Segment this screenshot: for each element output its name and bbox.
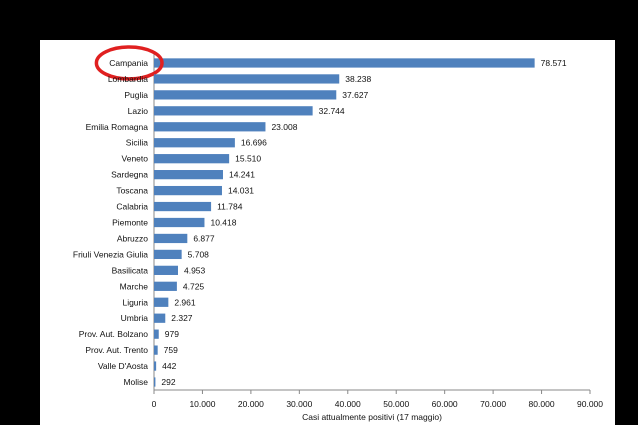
category-label: Piemonte (112, 218, 148, 228)
bar (154, 265, 178, 275)
value-label: 78.571 (541, 58, 567, 68)
bar (154, 185, 222, 196)
value-label: 5.708 (188, 249, 210, 259)
bar (154, 170, 223, 180)
bar (154, 90, 337, 100)
category-label: Umbria (121, 313, 149, 323)
value-label: 38.238 (345, 74, 371, 84)
category-label: Lombardia (108, 74, 148, 84)
x-tick-label: 10.000 (189, 399, 215, 409)
bar (154, 313, 166, 323)
x-tick-label: 0 (152, 399, 157, 409)
highlight-circle (94, 45, 164, 81)
value-label: 11.784 (217, 202, 243, 212)
value-label: 32.744 (319, 106, 345, 116)
value-label: 759 (164, 345, 178, 355)
bar (154, 154, 230, 164)
category-label: Liguria (122, 297, 148, 307)
category-label: Sicilia (126, 138, 148, 148)
value-label: 23.008 (271, 122, 297, 132)
bar (154, 74, 340, 84)
bar (154, 281, 177, 291)
bar (154, 361, 157, 371)
category-label: Emilia Romagna (86, 122, 149, 132)
x-tick-label: 80.000 (529, 399, 555, 409)
category-label: Veneto (122, 154, 149, 164)
value-label: 4.725 (183, 281, 205, 291)
value-label: 37.627 (342, 90, 368, 100)
category-label: Lazio (128, 106, 149, 116)
bar (154, 122, 266, 132)
bar (154, 297, 169, 307)
category-label: Abruzzo (117, 233, 148, 243)
category-label: Basilicata (112, 265, 149, 275)
category-label: Campania (109, 58, 148, 68)
x-tick-label: 70.000 (480, 399, 506, 409)
value-label: 442 (162, 361, 176, 371)
bar (154, 201, 212, 212)
bar (154, 329, 159, 339)
category-label: Sardegna (111, 170, 148, 180)
category-label: Calabria (116, 202, 148, 212)
value-label: 2.961 (174, 297, 196, 307)
category-label: Puglia (124, 90, 148, 100)
value-label: 979 (165, 329, 179, 339)
bar-chart: Campania 78.571 Lombardia 38.238 Puglia 37.62… (73, 45, 603, 422)
category-label: Toscana (116, 186, 148, 196)
bar (154, 138, 235, 148)
x-tick-label: 50.000 (383, 399, 409, 409)
x-tick-label: 40.000 (335, 399, 361, 409)
x-axis-title: Casi attualmente positivi (17 maggio) (302, 412, 442, 422)
x-tick-label: 30.000 (286, 399, 312, 409)
value-label: 14.031 (228, 186, 254, 196)
category-label: Marche (120, 281, 149, 291)
value-label: 2.327 (171, 313, 193, 323)
value-label: 6.877 (193, 233, 215, 243)
x-tick-label: 20.000 (238, 399, 264, 409)
x-tick-label: 60.000 (432, 399, 458, 409)
bar (154, 345, 158, 355)
category-label: Prov. Aut. Bolzano (79, 329, 149, 339)
bar (154, 106, 313, 116)
bar (154, 377, 156, 387)
value-label: 4.953 (184, 265, 206, 275)
x-tick-label: 90.000 (577, 399, 603, 409)
value-label: 16.696 (241, 138, 267, 148)
bar (154, 233, 188, 244)
category-label: Molise (123, 377, 148, 387)
category-label: Prov. Aut. Trento (85, 345, 148, 355)
category-label: Valle D'Aosta (98, 361, 148, 371)
category-label: Friuli Venezia Giulia (73, 249, 148, 259)
bar (154, 217, 205, 228)
value-label: 14.241 (229, 170, 255, 180)
chart-panel: Campania 78.571 Lombardia 38.238 Puglia 37.62… (40, 40, 615, 425)
bar (154, 249, 182, 260)
bar (154, 58, 535, 68)
value-label: 292 (161, 377, 175, 387)
value-label: 10.418 (210, 218, 236, 228)
value-label: 15.510 (235, 154, 261, 164)
